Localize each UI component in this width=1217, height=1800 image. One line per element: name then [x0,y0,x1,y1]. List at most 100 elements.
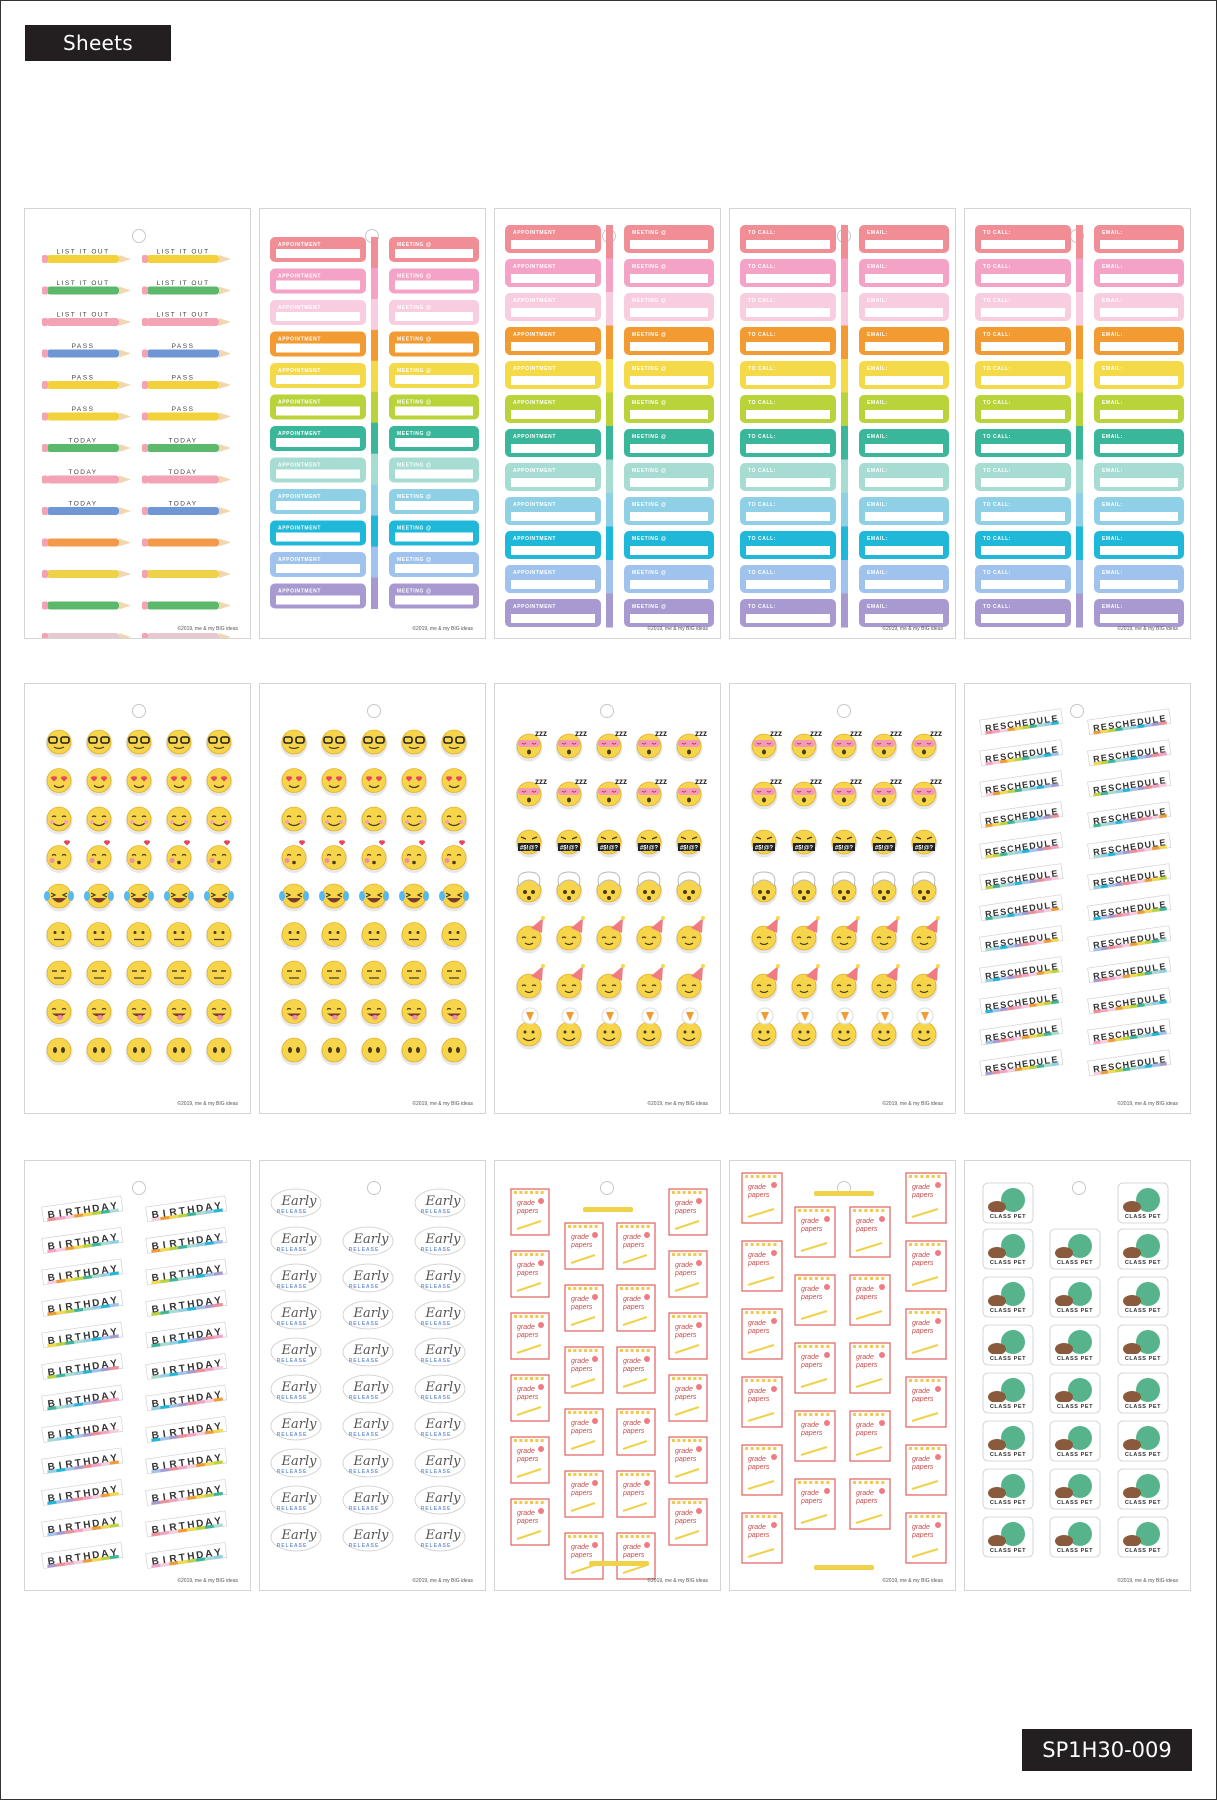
svg-text:R: R [65,1270,74,1282]
svg-text:grade: grade [748,1184,766,1191]
svg-text:A: A [100,1296,109,1308]
svg-text:MEETING @: MEETING @ [632,468,666,474]
sticker-art: gradepapersgradepapersgradepapersgradepa… [741,1172,947,1570]
svg-text:grade: grade [517,1200,535,1207]
svg-text:H: H [83,1330,92,1342]
svg-text:CLASS PET: CLASS PET [1057,1260,1093,1266]
svg-text:U: U [1036,746,1044,757]
svg-text:TO CALL:: TO CALL: [748,298,776,304]
svg-text:U: U [1036,932,1044,943]
svg-text:H: H [1014,749,1022,760]
svg-text:E: E [1021,841,1028,852]
svg-text:I: I [162,1366,167,1377]
svg-text:H: H [187,1456,196,1468]
svg-text:D: D [1137,778,1145,789]
copyright-line: ©2019, me & my BIG ideas [882,626,943,632]
svg-text:D: D [92,1487,101,1499]
svg-text:T: T [74,1332,82,1344]
svg-text:I: I [58,1240,63,1251]
svg-text:U: U [1144,963,1152,974]
svg-text:grade: grade [517,1448,535,1455]
svg-text:U: U [1144,1056,1152,1067]
hang-hole [600,1181,614,1195]
svg-text:B: B [47,1241,56,1253]
svg-text:Y: Y [214,1484,222,1496]
svg-text:Early: Early [281,1417,318,1432]
svg-text:MEETING @: MEETING @ [632,400,666,406]
svg-text:H: H [1122,718,1130,729]
svg-text:TO CALL:: TO CALL: [983,400,1011,406]
svg-text:L: L [1044,776,1051,787]
svg-text:L: L [1044,1024,1051,1035]
svg-text:APPOINTMENT: APPOINTMENT [278,557,321,563]
svg-text:E: E [992,877,999,888]
hang-hole [1072,1181,1086,1195]
svg-text:B: B [47,1524,56,1536]
svg-text:L: L [1044,869,1051,880]
svg-text:T: T [178,1300,186,1312]
svg-text:APPOINTMENT: APPOINTMENT [513,536,556,542]
svg-text:E: E [1129,748,1136,759]
svg-text:R: R [1093,939,1101,950]
svg-text:D: D [1137,1057,1145,1068]
svg-text:Early: Early [353,1417,390,1432]
svg-text:E: E [1051,1023,1058,1034]
svg-text:grade: grade [748,1320,766,1327]
svg-text:EMAIL:: EMAIL: [867,366,888,372]
svg-text:C: C [1007,936,1015,947]
svg-text:D: D [1137,1026,1145,1037]
svg-text:Early: Early [425,1491,462,1506]
svg-text:H: H [187,1519,196,1531]
svg-text:A: A [100,1454,109,1466]
svg-text:L: L [1044,900,1051,911]
svg-text:H: H [1122,935,1130,946]
svg-text:#$!@?: #$!@? [640,846,659,852]
svg-text:D: D [196,1487,205,1499]
sticker-sheet-to-call-a: TO CALL: EMAIL: TO CALL: EMAIL: TO CALL: EMAI… [729,208,956,639]
svg-text:grade: grade [571,1358,589,1365]
svg-text:R: R [1093,1001,1101,1012]
svg-text:E: E [992,722,999,733]
svg-text:zzz: zzz [890,729,902,738]
svg-text:zzz: zzz [810,777,822,786]
svg-text:D: D [196,1266,205,1278]
svg-text:TODAY: TODAY [68,501,97,508]
svg-text:E: E [1159,1054,1166,1065]
svg-text:papers: papers [747,1464,770,1471]
svg-text:D: D [1029,871,1037,882]
svg-text:TO CALL:: TO CALL: [748,264,776,270]
svg-text:Y: Y [214,1327,222,1339]
svg-text:U: U [1036,777,1044,788]
svg-text:L: L [1044,714,1051,725]
sticker-sheet-early-release: Early RELEASE Early RELEASE Early RELEASE Earl… [259,1160,486,1591]
sticker-sheet-emoji-a: ©2019, me & my BIG ideas [24,683,251,1114]
svg-text:S: S [999,876,1006,887]
svg-text:D: D [1137,716,1145,727]
svg-text:L: L [1044,931,1051,942]
svg-text:R: R [65,1364,74,1376]
svg-text:CLASS PET: CLASS PET [990,1308,1026,1314]
svg-text:A: A [204,1296,213,1308]
svg-text:E: E [1159,992,1166,1003]
svg-text:RELEASE: RELEASE [277,1247,308,1253]
svg-text:R: R [169,1238,178,1250]
svg-text:E: E [1159,806,1166,817]
svg-text:I: I [162,1397,167,1408]
svg-text:MEETING @: MEETING @ [632,298,666,304]
svg-text:Y: Y [110,1516,118,1528]
svg-text:papers: papers [855,1362,878,1369]
svg-text:RELEASE: RELEASE [421,1247,452,1253]
svg-text:RELEASE: RELEASE [421,1209,452,1215]
svg-text:TO CALL:: TO CALL: [748,536,776,542]
svg-text:#$!@?: #$!@? [835,846,854,852]
svg-text:T: T [74,1458,82,1470]
svg-text:grade: grade [571,1234,589,1241]
svg-text:MEETING @: MEETING @ [632,434,666,440]
svg-text:H: H [83,1236,92,1248]
svg-text:E: E [1051,1054,1058,1065]
svg-text:D: D [92,1361,101,1373]
svg-text:D: D [1029,809,1037,820]
svg-text:E: E [1159,961,1166,972]
svg-text:grade: grade [912,1184,930,1191]
svg-text:Early: Early [353,1306,390,1321]
